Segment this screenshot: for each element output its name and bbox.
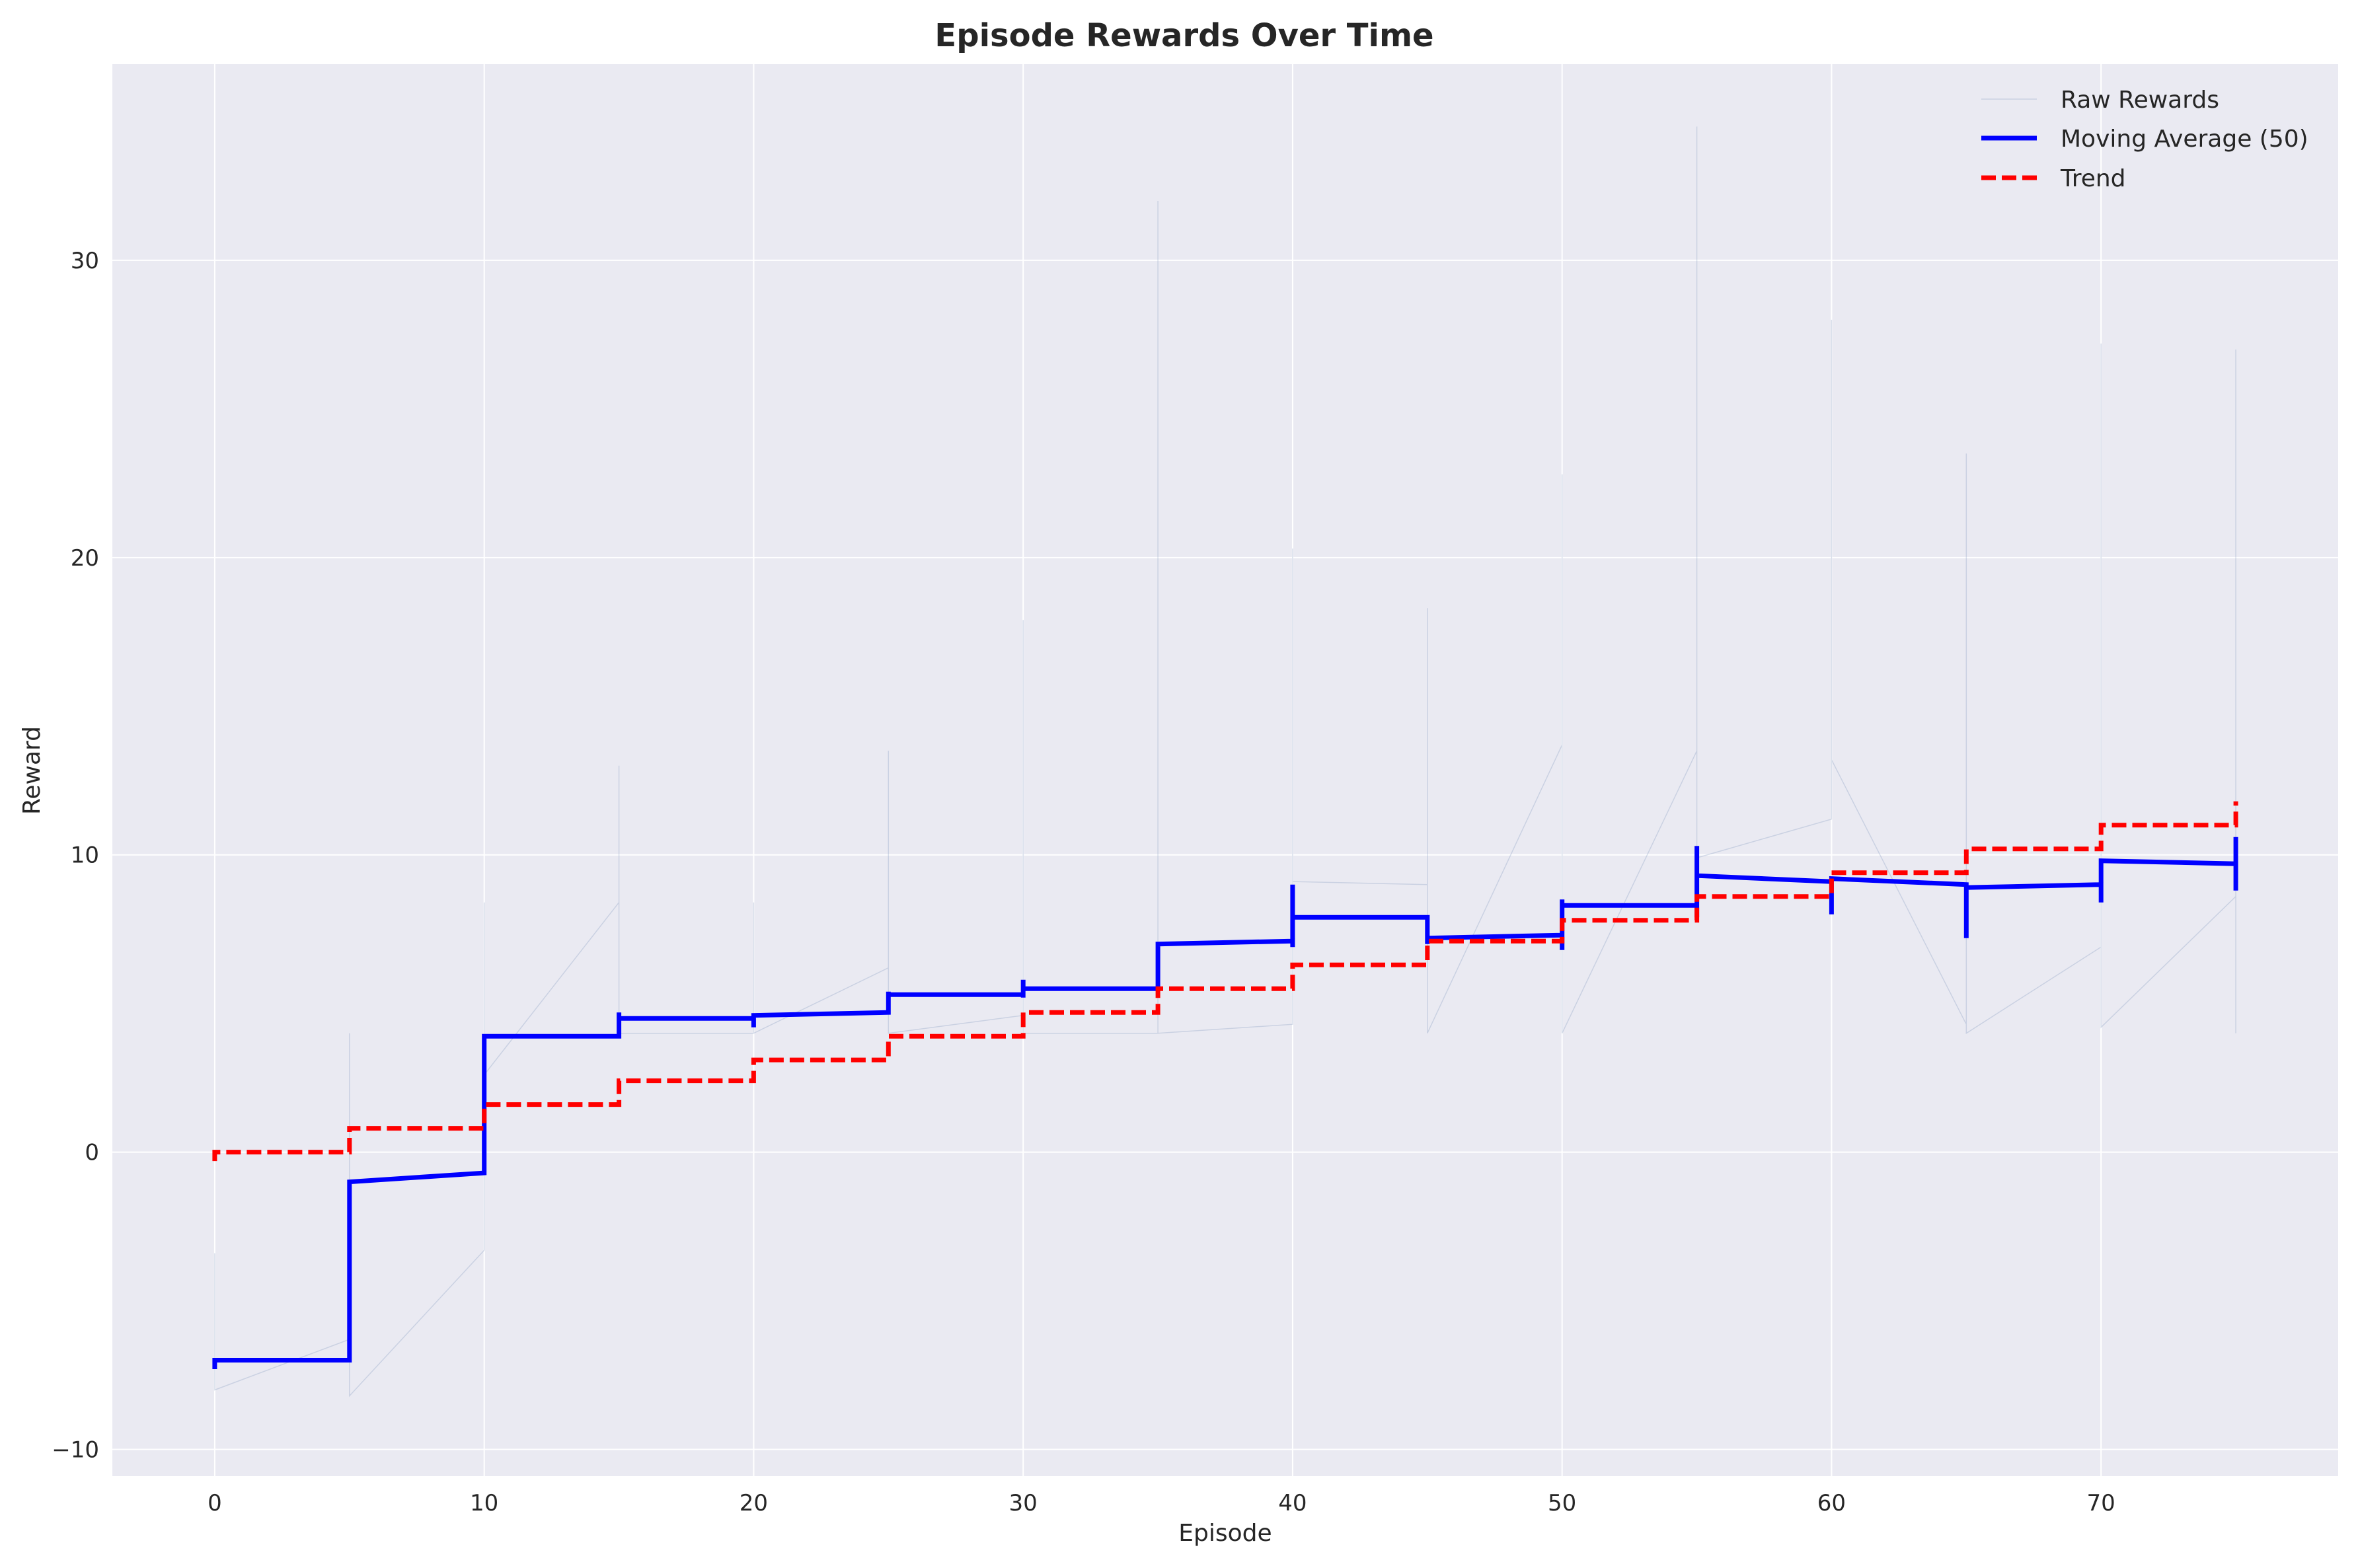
x-tick-label: 40 bbox=[1278, 1490, 1307, 1516]
x-axis-label: Episode bbox=[1178, 1520, 1272, 1547]
legend-label-trend: Trend bbox=[2060, 165, 2126, 192]
legend-label-raw-rewards: Raw Rewards bbox=[2061, 87, 2219, 114]
y-tick-labels: −10 0 10 20 30 bbox=[52, 248, 99, 1464]
y-tick-label: 10 bbox=[71, 842, 99, 869]
y-tick-label: 20 bbox=[71, 545, 99, 572]
x-tick-label: 70 bbox=[2087, 1490, 2115, 1516]
legend: Raw Rewards Moving Average (50) Trend bbox=[1981, 87, 2308, 192]
y-tick-label: −10 bbox=[52, 1437, 99, 1464]
y-axis-label: Reward bbox=[19, 726, 46, 815]
y-tick-label: 30 bbox=[71, 248, 99, 274]
x-tick-label: 0 bbox=[208, 1490, 222, 1516]
x-tick-label: 60 bbox=[1817, 1490, 1846, 1516]
chart-title: Episode Rewards Over Time bbox=[934, 17, 1433, 54]
x-tick-label: 20 bbox=[740, 1490, 768, 1516]
legend-label-moving-average: Moving Average (50) bbox=[2061, 126, 2308, 153]
series-layer bbox=[212, 126, 2238, 1398]
series-line-raw-rewards bbox=[214, 126, 2236, 1398]
series-line-trend bbox=[212, 801, 2238, 1162]
series-line-moving-average-50 bbox=[212, 837, 2238, 1369]
x-tick-label: 30 bbox=[1009, 1490, 1038, 1516]
plot-area bbox=[112, 64, 2338, 1476]
x-tick-label: 10 bbox=[470, 1490, 498, 1516]
x-tick-label: 50 bbox=[1548, 1490, 1576, 1516]
y-tick-label: 0 bbox=[85, 1140, 99, 1166]
x-tick-labels: 0 10 20 30 40 50 60 70 bbox=[208, 1490, 2115, 1516]
